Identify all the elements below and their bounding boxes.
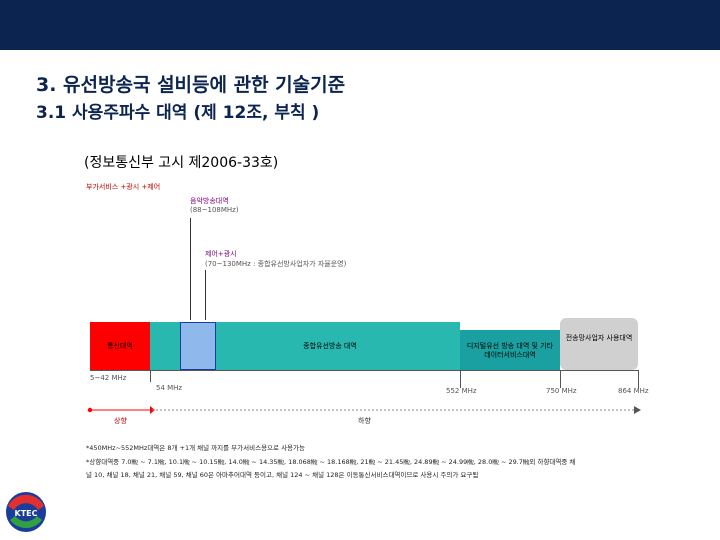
label-control: 제어+광시	[205, 250, 237, 258]
upstream-arrow-dot	[87, 407, 93, 413]
ktec-logo: KTEC	[6, 492, 46, 532]
direction-arrows	[87, 406, 641, 414]
segment-cable-label: 종합유선방송 대역	[303, 342, 357, 350]
page-title: 3. 유선방송국 설비등에 관한 기술기준	[36, 74, 346, 96]
label-fm-range: (88~108MHz)	[190, 206, 239, 214]
tick-864	[638, 370, 639, 388]
segment-digital-label: 디지털유선 방송 대역 및 기타 데이터서비스대역	[466, 342, 554, 359]
segment-transmit-label: 전송망사업자 사용대역	[565, 334, 633, 342]
segment-upstream-label: 통신대역	[107, 342, 133, 350]
notice-label: (정보통신부 고시 제2006-33호)	[84, 155, 279, 171]
freq-label-552: 552 MHz	[446, 387, 477, 395]
pointer-line-control	[205, 270, 206, 320]
note-line-2: *상향대역중 7.0㎒ ~ 7.1㎒, 10.1㎒ ~ 10.15㎒, 14.0…	[86, 458, 576, 466]
freq-label-750: 750 MHz	[546, 387, 577, 395]
segment-fm-highlight	[180, 322, 216, 370]
tick-552	[460, 370, 461, 388]
note-line-1: *450MHz~552MHz대역은 8개 +1개 채널 까지를 부가서비스용으로…	[86, 444, 305, 452]
downstream-arrow-head	[634, 406, 641, 414]
label-control-range: (70~130MHz : 종합유선방사업자가 자율운영)	[205, 260, 347, 268]
page-subtitle: 3.1 사용주파수 대역 (제 12조, 부칙 )	[36, 103, 320, 123]
top-banner	[0, 0, 720, 50]
label-downstream: 하향	[358, 417, 371, 425]
freq-label-5-42: 5~42 MHz	[90, 374, 127, 382]
note-line-3: 널 10, 채널 18, 채널 21, 채널 59, 채널 60은 아마추어대역…	[86, 471, 479, 479]
tick-54	[150, 370, 151, 382]
freq-label-54: 54 MHz	[156, 384, 183, 392]
frequency-axis	[90, 370, 638, 371]
label-addon-services: 부가서비스 +광시 +제어	[86, 183, 161, 191]
segment-digital	[460, 330, 560, 370]
segment-upstream	[90, 322, 150, 370]
label-fm-band: 음악방송대역	[190, 197, 229, 205]
freq-label-864: 864 MHz	[618, 387, 649, 395]
pointer-line-fm	[190, 218, 191, 320]
tick-750	[560, 370, 561, 388]
label-upstream: 상향	[114, 417, 127, 425]
segment-transmit	[560, 318, 638, 370]
logo-text: KTEC	[15, 509, 38, 518]
